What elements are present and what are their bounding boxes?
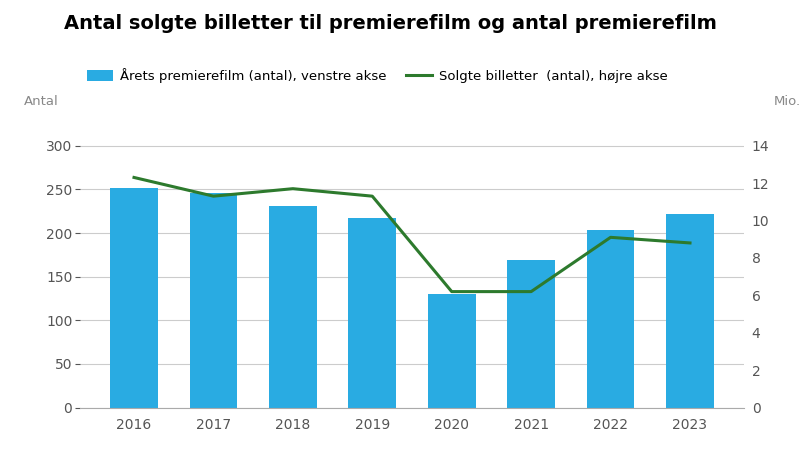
Solgte billetter  (antal), højre akse (130, 174, 139, 180)
Solgte billetter  (antal), højre akse (685, 240, 694, 245)
Legend: Årets premierefilm (antal), venstre akse, Solgte billetter  (antal), højre akse: Årets premierefilm (antal), venstre akse… (86, 68, 668, 83)
Bar (507, 260, 555, 408)
Line: Solgte billetter  (antal), højre akse: Solgte billetter (antal), højre akse (134, 177, 690, 292)
Bar (190, 193, 238, 408)
Solgte billetter  (antal), højre akse (367, 193, 377, 199)
Bar (110, 188, 158, 408)
Solgte billetter  (antal), højre akse (447, 289, 457, 294)
Text: Antal: Antal (23, 95, 58, 108)
Bar (269, 206, 317, 408)
Solgte billetter  (antal), højre akse (526, 289, 536, 294)
Bar (586, 230, 634, 408)
Text: Mio.: Mio. (774, 95, 800, 108)
Bar (349, 218, 396, 408)
Bar (666, 214, 714, 408)
Bar (428, 294, 475, 408)
Solgte billetter  (antal), højre akse (288, 186, 298, 191)
Solgte billetter  (antal), højre akse (209, 193, 218, 199)
Solgte billetter  (antal), højre akse (606, 234, 615, 240)
Text: Antal solgte billetter til premierefilm og antal premierefilm: Antal solgte billetter til premierefilm … (64, 14, 717, 33)
